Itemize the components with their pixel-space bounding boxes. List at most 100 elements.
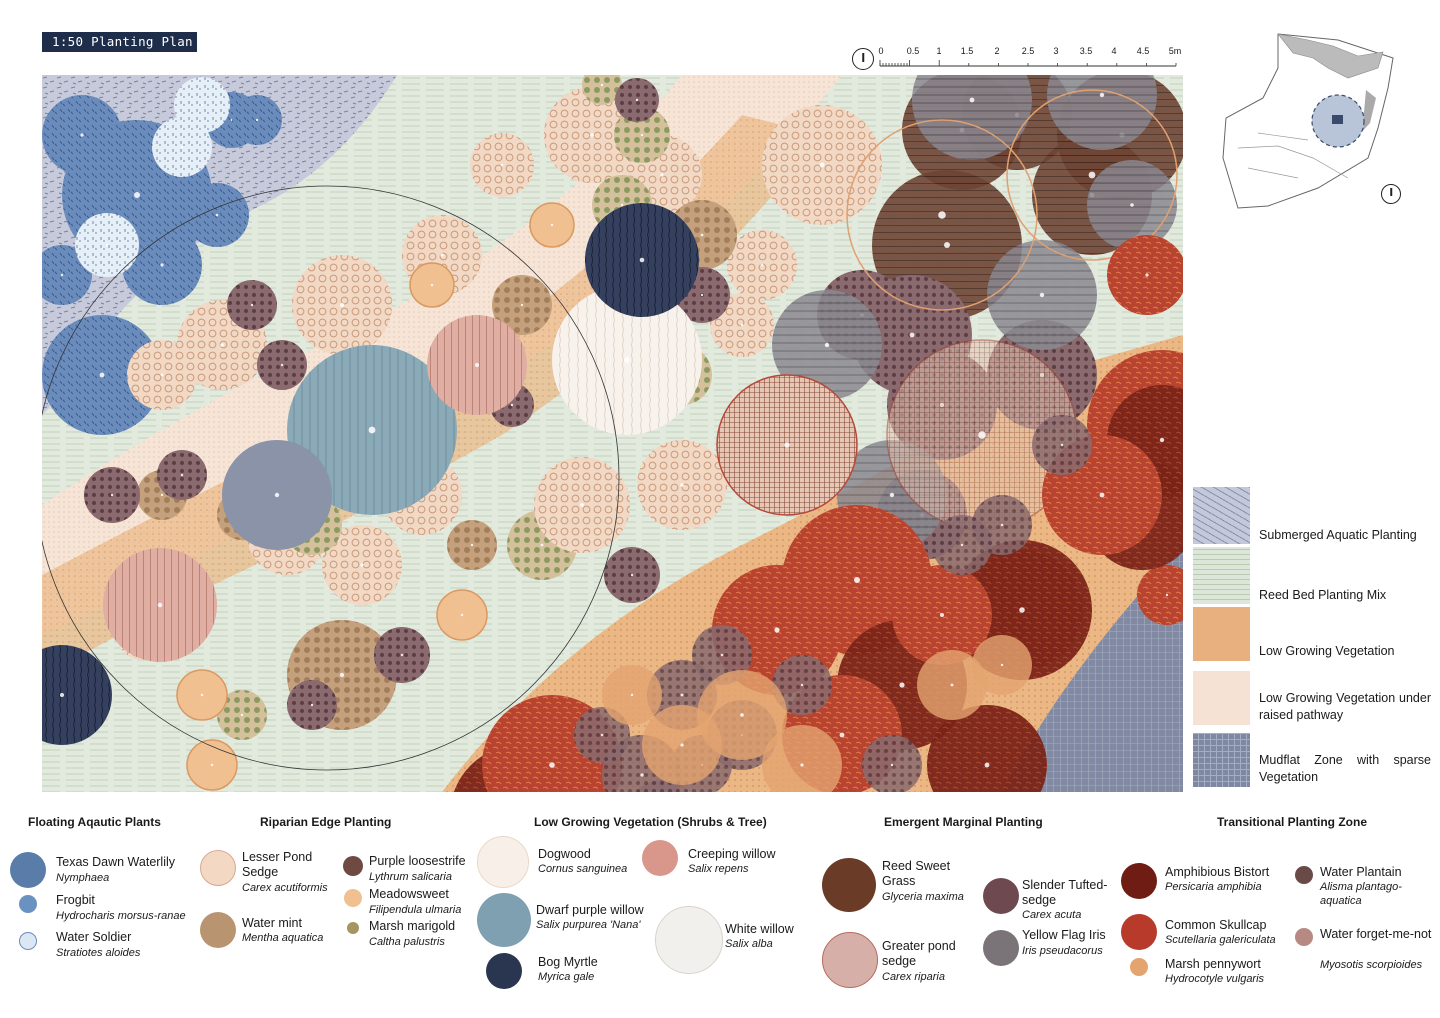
plant-center-mark: [180, 473, 184, 477]
species-name: Water mint: [242, 916, 302, 930]
plant-center-mark: [274, 492, 280, 498]
legend-entry: Slender Tufted-sedge Carex acuta: [983, 876, 1113, 922]
scale-label: 1: [936, 46, 942, 56]
zone-legend: Submerged Aquatic Planting Reed Bed Plan…: [1193, 487, 1438, 787]
plant-center-mark: [157, 602, 163, 608]
legend-entry: Bog Myrtle Myrica gale: [486, 953, 636, 989]
species-latin: Nymphaea: [56, 872, 110, 884]
species-name: Dogwood: [538, 847, 591, 861]
plant-center-mark: [220, 343, 224, 347]
plant-center-mark: [800, 683, 804, 687]
plant-center-mark: [339, 672, 345, 678]
plant-center-mark: [700, 293, 704, 297]
species-latin: Hydrocotyle vulgaris: [1165, 973, 1265, 985]
greater-pond-sedge-plant: [846, 119, 1038, 311]
legend-entry: Texas Dawn Waterlily Nymphaea: [10, 852, 210, 892]
plant-center-mark: [740, 323, 744, 327]
plant-center-mark: [368, 426, 376, 434]
plant-center-mark: [950, 683, 954, 687]
legend-entry: Meadowsweet Filipendula ulmaria: [343, 887, 483, 917]
plant-center-mark: [899, 682, 905, 688]
legend-entry: Yellow Flag Iris Iris pseudacorus: [983, 928, 1113, 968]
plant-center-mark: [105, 243, 109, 247]
plant-center-mark: [460, 613, 464, 617]
species-latin: Myosotis scorpioides: [1320, 959, 1423, 971]
plant-center-mark: [640, 133, 644, 137]
plant-center-mark: [700, 233, 704, 237]
common-skullcap-plant: [1137, 565, 1183, 625]
species-name: Meadowsweet: [369, 887, 449, 901]
plant-center-mark: [1088, 171, 1096, 179]
pennywort-icon: [1130, 958, 1148, 976]
species-latin: Filipendula ulmaria: [369, 904, 462, 916]
plant-center-mark: [639, 257, 645, 263]
legend-entry: Water forget-me-not Myosotis scorpioides: [1295, 926, 1435, 972]
plant-center-mark: [280, 363, 284, 367]
plant-center-mark: [250, 303, 254, 307]
iris-icon: [983, 930, 1019, 966]
scale-label: 4.5: [1136, 46, 1150, 56]
species-name: Water Plantain: [1320, 865, 1402, 879]
yellow-flag-iris-plant: [912, 75, 1032, 160]
plant-center-mark: [134, 192, 140, 198]
plant-center-mark: [824, 342, 830, 348]
plant-center-mark: [969, 97, 975, 103]
species-name: Reed Sweet Grass: [882, 859, 951, 888]
plant-center-mark: [160, 493, 164, 497]
plant-center-mark: [1145, 273, 1149, 277]
plant-center-mark: [99, 372, 105, 378]
common-skullcap-plant: [1107, 235, 1183, 315]
plant-center-mark: [475, 363, 479, 367]
legend-entry: Common Skullcap Scutellaria galericulata: [1121, 914, 1291, 950]
legend-entry: Marsh pennywort Hydrocotyle vulgaris: [1127, 956, 1297, 986]
species-latin: Cornus sanguinea: [538, 863, 628, 875]
category-title: Transitional Planting Zone: [1217, 815, 1368, 829]
plant-center-mark: [180, 145, 184, 149]
species-name: Water Soldier: [56, 930, 132, 944]
scale-label: 5m: [1168, 46, 1182, 56]
plant-center-mark: [1130, 203, 1134, 207]
species-latin: Carex riparia: [882, 971, 945, 983]
plant-center-mark: [60, 273, 64, 277]
waterlily-icon: [10, 852, 46, 888]
plant-center-mark: [540, 543, 544, 547]
species-name: Slender Tufted-sedge: [1022, 878, 1108, 907]
plant-center-mark: [1060, 443, 1064, 447]
plant-center-mark: [640, 773, 644, 777]
canopy-outline: [42, 185, 620, 771]
zone-label: Mudflat Zone with sparse Vegetation: [1259, 753, 1431, 784]
legend-entry: Creeping willow Salix repens: [642, 840, 792, 880]
legend-entry: Dwarf purple willow Salix purpurea 'Nana…: [477, 893, 657, 947]
bog-myrtle-icon: [486, 953, 522, 989]
plant-center-mark: [938, 211, 946, 219]
species-latin: Hydrocharis morsus-ranae: [56, 910, 186, 922]
legend-entry: Frogbit Hydrocharis morsus-ranae: [10, 893, 220, 923]
plant-center-mark: [660, 173, 664, 177]
species-latin: Persicaria amphibia: [1165, 881, 1262, 893]
plant-center-mark: [200, 693, 204, 697]
species-name: Lesser Pond Sedge: [242, 850, 313, 879]
plant-center-mark: [255, 118, 259, 122]
legend-entry: Water Soldier Stratiotes aloides: [10, 930, 210, 960]
meadowsweet-icon: [344, 889, 362, 907]
plant-center-mark: [200, 103, 204, 107]
species-name: Creeping willow: [688, 847, 776, 861]
north-arrow-icon: [1381, 184, 1401, 204]
scale-label: 4: [1111, 46, 1117, 56]
plant-center-mark: [340, 303, 344, 307]
white-willow-icon: [655, 906, 723, 974]
sedge-icon: [200, 850, 236, 886]
site-key-map: [1218, 28, 1401, 213]
plant-center-mark: [500, 163, 504, 167]
species-name: Common Skullcap: [1165, 918, 1267, 932]
raised-swatch: [1193, 671, 1250, 725]
plant-center-mark: [1000, 663, 1004, 667]
category-title: Floating Aqautic Plants: [28, 815, 161, 829]
low-growing-swatch: [1193, 607, 1250, 661]
plant-center-mark: [944, 242, 950, 248]
plant-center-mark: [240, 713, 244, 717]
species-latin: Stratiotes aloides: [56, 947, 141, 959]
legend-entry: Marsh marigold Caltha palustris: [343, 919, 483, 949]
water-soldier-icon: [19, 932, 37, 950]
scale-label: 2: [994, 46, 1000, 56]
